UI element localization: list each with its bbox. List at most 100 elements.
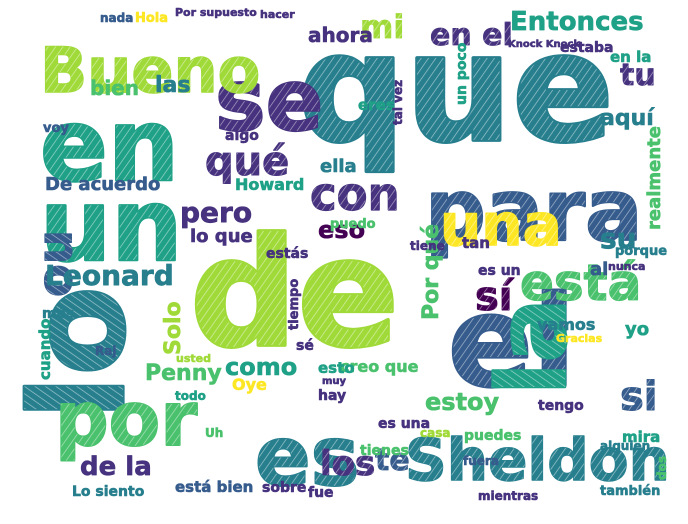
word-63: tienes bbox=[360, 443, 409, 460]
word-text: Penny bbox=[145, 361, 222, 386]
word-52: esto bbox=[318, 359, 355, 378]
word-41: al bbox=[590, 259, 609, 281]
word-text: Lo siento bbox=[72, 484, 145, 500]
word-text: Uh bbox=[205, 426, 223, 440]
word-91: tiempo bbox=[287, 278, 303, 330]
word-text: una bbox=[440, 191, 562, 259]
word-hatch-overlay: la bbox=[478, 298, 588, 395]
word-text: Entonces bbox=[510, 7, 644, 37]
word-text: bien bbox=[90, 76, 139, 100]
word-67: Hola bbox=[135, 11, 169, 27]
word-text: con bbox=[310, 168, 400, 221]
word-69: hacer bbox=[260, 8, 296, 22]
word-text: estoy bbox=[425, 388, 500, 416]
word-text: tiene bbox=[410, 239, 445, 253]
word-47: puedo bbox=[330, 217, 376, 233]
word-text: más bbox=[42, 306, 74, 322]
word-83: alguien bbox=[600, 439, 651, 454]
word-text: Bueno bbox=[40, 34, 260, 107]
word-text: porque bbox=[615, 244, 667, 259]
word-56: tiene bbox=[410, 239, 445, 254]
word-43: realmente bbox=[644, 126, 666, 231]
word-text: es bbox=[255, 410, 359, 505]
word-46: Howard bbox=[235, 175, 305, 195]
word-94: casa bbox=[420, 426, 451, 441]
word-88: más bbox=[42, 306, 75, 323]
word-text: tienes bbox=[360, 443, 409, 459]
word-text: algo bbox=[225, 128, 259, 144]
word-hatch-overlay: se bbox=[215, 52, 323, 151]
word-text: fue bbox=[308, 485, 334, 501]
word-text: de la bbox=[80, 452, 152, 482]
word-text: dos bbox=[655, 456, 669, 480]
word-89: estás bbox=[266, 246, 309, 263]
word-60: está bien bbox=[175, 478, 254, 497]
word-36: aquí bbox=[600, 106, 656, 132]
word-text: nada bbox=[100, 11, 133, 25]
word-text: De acuerdo bbox=[45, 174, 160, 195]
word-80: hay bbox=[318, 388, 347, 405]
word-86: sé bbox=[296, 338, 314, 355]
word-51: creo que bbox=[340, 357, 419, 377]
word-77: tal vez bbox=[391, 80, 406, 126]
word-text: casa bbox=[420, 426, 450, 440]
word-text: Oye bbox=[232, 375, 267, 394]
word-87: voy bbox=[43, 121, 70, 137]
word-text: sobre bbox=[262, 480, 306, 496]
word-30: su bbox=[600, 222, 637, 256]
word-text: cuando bbox=[36, 319, 54, 380]
word-text: la bbox=[478, 298, 588, 395]
word-text: lo que bbox=[190, 226, 253, 247]
word-text: tal vez bbox=[391, 80, 405, 125]
word-hatch-overlay: no bbox=[33, 230, 89, 297]
word-text: también bbox=[600, 484, 660, 499]
word-hatch-overlay: si bbox=[620, 374, 658, 420]
word-hatch-overlay: una bbox=[440, 191, 562, 259]
word-text: puedo bbox=[330, 217, 376, 232]
word-text: para bbox=[425, 162, 642, 261]
word-73: un poco bbox=[454, 42, 471, 105]
word-text: Knock Knock bbox=[508, 39, 580, 50]
word-text: se bbox=[215, 52, 323, 151]
word-45: lo que bbox=[190, 226, 253, 248]
word-hatch-overlay: de bbox=[190, 207, 399, 381]
word-text: puedes bbox=[464, 428, 521, 444]
word-text: tan bbox=[462, 234, 490, 252]
word-text: es una bbox=[378, 416, 430, 432]
word-50: vamos bbox=[537, 315, 596, 335]
word-38: las bbox=[155, 73, 191, 99]
word-text: el bbox=[448, 270, 576, 415]
word-text: hacer bbox=[260, 8, 295, 21]
word-text: no bbox=[33, 230, 89, 297]
word-text: Raj bbox=[95, 344, 116, 358]
word-text: muy bbox=[322, 376, 347, 387]
word-55: es una bbox=[378, 416, 431, 433]
word-37: ahora bbox=[308, 23, 373, 48]
word-hatch-overlay: con bbox=[310, 168, 400, 221]
word-text: de bbox=[190, 207, 399, 381]
word-39: bien bbox=[90, 76, 140, 101]
word-text: usted bbox=[176, 352, 211, 365]
word-text: sí bbox=[475, 274, 515, 320]
word-text: lo bbox=[2, 286, 154, 420]
word-text: en bbox=[40, 87, 179, 204]
word-text: Howard bbox=[235, 175, 304, 194]
word-text: nunca bbox=[608, 260, 645, 273]
word-text: realmente bbox=[644, 126, 665, 230]
word-27: de la bbox=[80, 452, 152, 483]
word-text: que bbox=[298, 2, 614, 176]
word-text: creo que bbox=[340, 357, 419, 376]
word-hatch-overlay: el bbox=[448, 270, 576, 415]
word-text: Sheldon bbox=[405, 426, 670, 494]
